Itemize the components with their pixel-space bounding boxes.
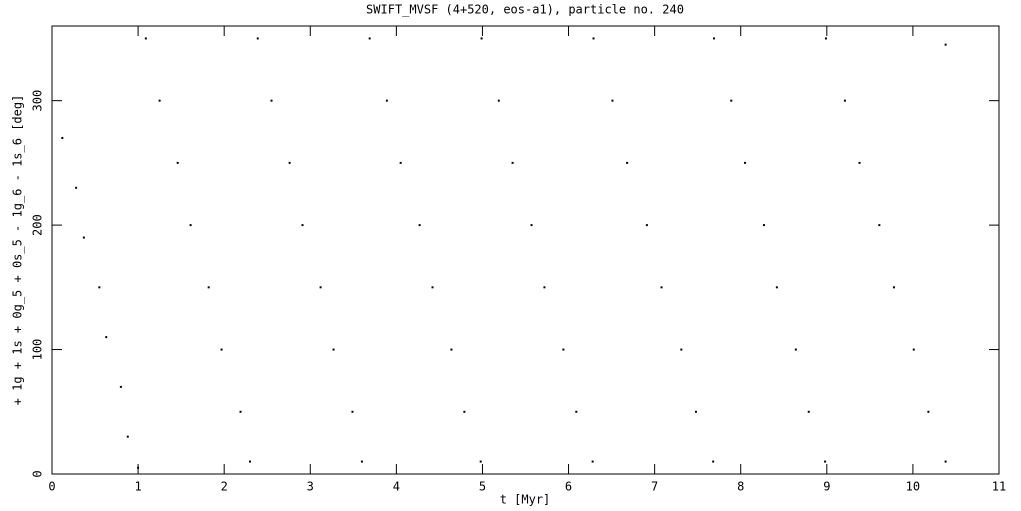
point [126, 435, 129, 438]
x-tick-label: 11 [992, 480, 1006, 494]
point [301, 224, 304, 227]
point [912, 348, 915, 351]
point [220, 348, 223, 351]
point [680, 348, 683, 351]
y-tick-label: 300 [31, 90, 45, 112]
x-tick-label: 8 [737, 480, 744, 494]
point [591, 460, 594, 463]
point [843, 99, 846, 102]
point [927, 410, 930, 413]
x-tick-label: 3 [307, 480, 314, 494]
point [176, 161, 179, 164]
point [562, 348, 565, 351]
point [332, 348, 335, 351]
point [360, 460, 363, 463]
point [418, 224, 421, 227]
point [858, 161, 861, 164]
point [626, 161, 629, 164]
point [249, 460, 252, 463]
point [158, 99, 161, 102]
point [694, 410, 697, 413]
plot-frame [51, 25, 1000, 475]
x-tick-label: 5 [479, 480, 486, 494]
point [319, 286, 322, 289]
x-tick-label: 6 [565, 480, 572, 494]
y-tick-label: 0 [31, 470, 45, 477]
point [543, 286, 546, 289]
x-tick-label: 10 [906, 480, 920, 494]
point [119, 385, 122, 388]
point [944, 43, 947, 46]
point [61, 137, 64, 139]
point [431, 286, 434, 289]
point [530, 224, 533, 227]
point [730, 99, 733, 102]
point [744, 161, 747, 164]
x-axis-label: t [Myr] [500, 493, 551, 507]
x-tick-label: 4 [393, 480, 400, 494]
point [592, 37, 595, 40]
point [660, 286, 663, 289]
x-tick-label: 0 [48, 480, 55, 494]
point [775, 286, 778, 289]
point [288, 161, 291, 164]
point [878, 224, 881, 227]
x-tick-label: 2 [221, 480, 228, 494]
point [824, 37, 827, 40]
point [137, 466, 140, 469]
point [256, 37, 259, 40]
point [270, 99, 273, 102]
chart-title: SWIFT_MVSF (4+520, eos-a1), particle no.… [366, 3, 684, 17]
point [944, 460, 947, 463]
x-tick-label: 7 [651, 480, 658, 494]
point [892, 286, 895, 289]
x-tick-label: 9 [823, 480, 830, 494]
point [385, 99, 388, 102]
y-axis-label: + 1g + 1s + 0g_5 + 0s_5 - 1g_6 - 1s_6 [d… [11, 95, 25, 406]
point [611, 99, 614, 102]
point [207, 286, 210, 289]
point [98, 286, 101, 289]
point [463, 410, 466, 413]
y-tick-label: 100 [31, 339, 45, 361]
point [189, 224, 192, 227]
point [239, 410, 242, 413]
point [144, 37, 147, 40]
point [762, 224, 765, 227]
point [807, 410, 810, 413]
point [712, 460, 715, 463]
point [497, 99, 500, 102]
point [82, 236, 85, 239]
point [351, 410, 354, 413]
y-tick-label: 200 [31, 214, 45, 236]
point [645, 224, 648, 227]
point [105, 336, 108, 339]
x-tick-label: 1 [134, 480, 141, 494]
point [480, 37, 483, 40]
point [368, 37, 371, 40]
point [399, 161, 402, 164]
point [794, 348, 797, 351]
point [511, 161, 514, 164]
point [713, 37, 716, 40]
point [75, 186, 78, 189]
point [479, 460, 482, 463]
point [824, 460, 827, 463]
point [450, 348, 453, 351]
point [575, 410, 578, 413]
